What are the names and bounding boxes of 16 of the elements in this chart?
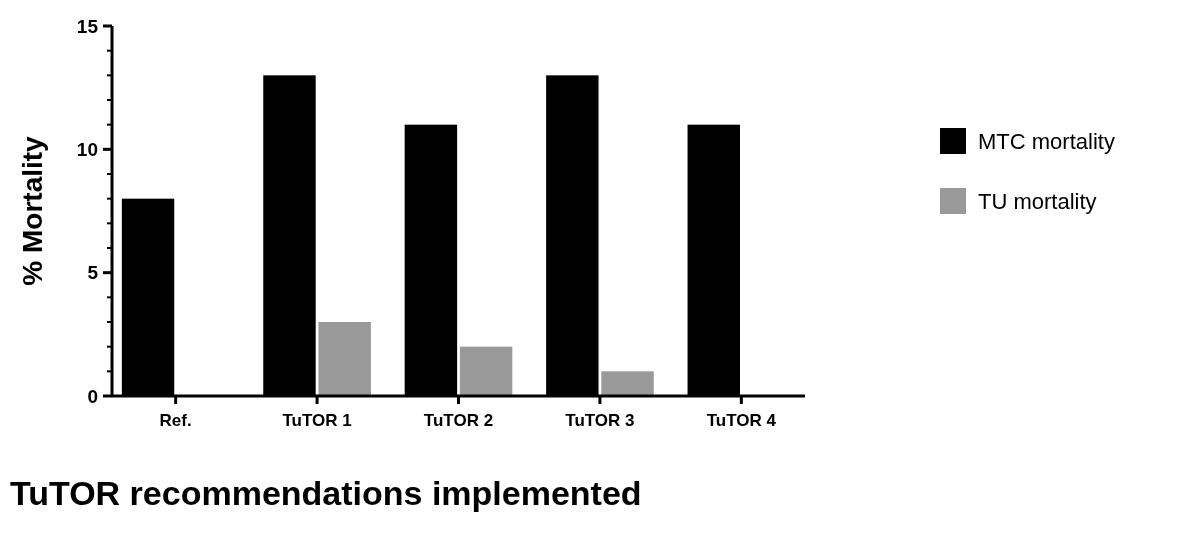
x-tick-label: TuTOR 3 — [565, 411, 635, 430]
x-axis-title: TuTOR recommendations implemented — [10, 474, 642, 512]
x-tick-label: Ref. — [159, 411, 192, 430]
y-axis-title: % Mortality — [17, 135, 48, 286]
x-tick-label: TuTOR 2 — [423, 411, 494, 430]
bar — [601, 371, 654, 396]
legend-label: TU mortality — [978, 188, 1097, 214]
y-tick-label: 0 — [87, 385, 98, 407]
x-tick-label: TuTOR 4 — [706, 411, 777, 430]
x-tick-label: TuTOR 1 — [282, 411, 352, 430]
y-tick-label: 5 — [87, 262, 99, 284]
bar — [318, 322, 371, 396]
legend-label: MTC mortality — [978, 128, 1115, 154]
bar — [459, 346, 513, 396]
y-tick-label: 10 — [76, 138, 98, 160]
y-tick-label: 15 — [76, 15, 99, 37]
